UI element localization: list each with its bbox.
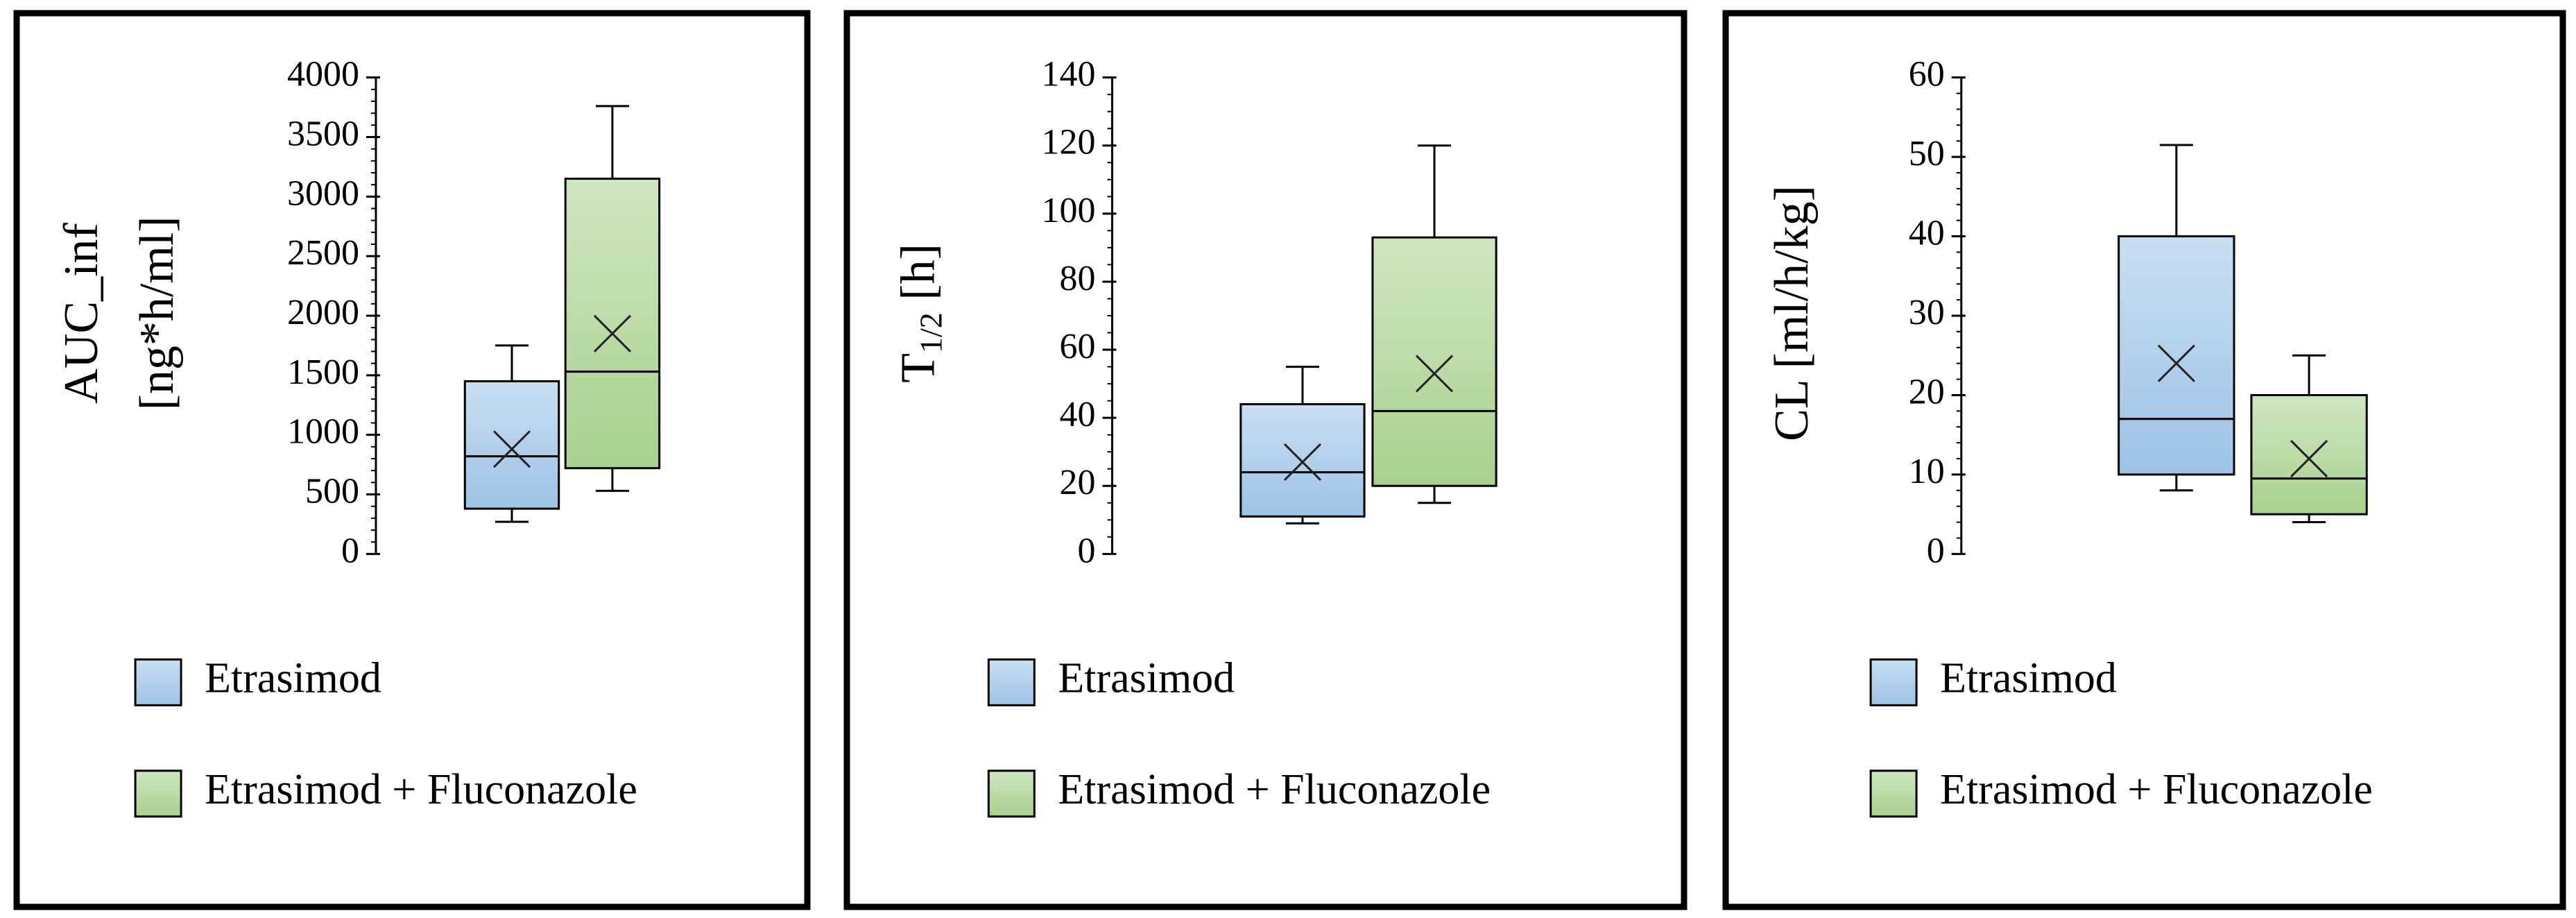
legend-label: Etrasimod bbox=[205, 655, 381, 702]
y-axis-label: T1/2 [h] bbox=[891, 244, 948, 383]
box bbox=[1371, 236, 1497, 487]
legend-swatch bbox=[134, 770, 182, 818]
y-tick-label: 50 bbox=[1909, 134, 1945, 173]
y-tick-label: 30 bbox=[1909, 293, 1945, 332]
legend-label: Etrasimod + Fluconazole bbox=[1058, 766, 1491, 813]
panel-frame bbox=[1722, 10, 2566, 910]
y-tick-label: 3000 bbox=[287, 173, 359, 213]
legend-label: Etrasimod + Fluconazole bbox=[1940, 766, 2373, 813]
y-tick-label: 140 bbox=[1042, 55, 1096, 94]
y-tick-label: 1500 bbox=[287, 352, 359, 392]
box bbox=[463, 380, 560, 510]
y-tick-label: 2000 bbox=[287, 293, 359, 332]
legend-label: Etrasimod bbox=[1058, 655, 1235, 702]
legend-swatch bbox=[987, 770, 1036, 818]
y-tick-label: 80 bbox=[1060, 259, 1096, 298]
legend-label: Etrasimod + Fluconazole bbox=[205, 766, 637, 813]
y-tick-label: 500 bbox=[305, 471, 359, 511]
y-tick-label: 40 bbox=[1060, 395, 1096, 434]
y-axis-label: [ng*h/ml] bbox=[130, 216, 184, 410]
box bbox=[564, 178, 661, 470]
legend-swatch bbox=[987, 658, 1036, 706]
box bbox=[1239, 403, 1366, 518]
box bbox=[2118, 235, 2235, 476]
y-tick-label: 2500 bbox=[287, 233, 359, 273]
y-tick-label: 10 bbox=[1909, 452, 1945, 491]
y-tick-label: 0 bbox=[341, 531, 359, 570]
y-tick-label: 20 bbox=[1060, 463, 1096, 502]
y-axis-label-main: T bbox=[891, 353, 945, 383]
mean-marker bbox=[1415, 355, 1454, 393]
y-axis-label: CL [ml/h/kg] bbox=[1765, 185, 1819, 441]
y-tick-label: 20 bbox=[1909, 372, 1945, 411]
y-tick-label: 1000 bbox=[287, 412, 359, 452]
y-axis-label: AUC_inf bbox=[55, 222, 108, 403]
y-tick-label: 3500 bbox=[287, 114, 359, 153]
box bbox=[2250, 393, 2368, 516]
legend-label: Etrasimod bbox=[1940, 655, 2117, 702]
mean-marker bbox=[1283, 443, 1322, 481]
y-tick-label: 120 bbox=[1042, 123, 1096, 162]
y-tick-label: 4000 bbox=[287, 55, 359, 94]
mean-marker bbox=[492, 430, 531, 468]
y-axis-label-unit: [h] bbox=[891, 244, 945, 312]
y-axis-label-main: CL [ml/h/kg] bbox=[1765, 185, 1819, 441]
mean-marker bbox=[2157, 344, 2195, 382]
y-tick-label: 60 bbox=[1909, 55, 1945, 94]
legend-swatch bbox=[1869, 658, 1918, 706]
legend-swatch bbox=[134, 658, 182, 706]
y-axis-label-subscript: 1/2 bbox=[913, 312, 948, 353]
mean-marker bbox=[2290, 439, 2328, 478]
y-tick-label: 40 bbox=[1909, 213, 1945, 253]
y-tick-label: 0 bbox=[1078, 531, 1096, 570]
y-tick-label: 60 bbox=[1060, 327, 1096, 366]
y-tick-label: 100 bbox=[1042, 191, 1096, 230]
y-tick-label: 0 bbox=[1927, 531, 1945, 570]
panel-frame bbox=[843, 10, 1688, 910]
mean-marker bbox=[593, 314, 631, 352]
panel-frame bbox=[13, 10, 811, 910]
legend-swatch bbox=[1869, 770, 1918, 818]
